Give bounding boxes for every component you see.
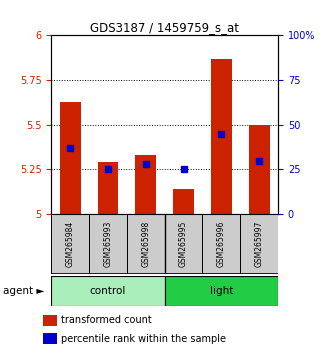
Text: control: control	[90, 286, 126, 296]
Bar	[98, 162, 118, 214]
Bar	[51, 214, 89, 274]
Bar	[89, 214, 127, 274]
Bar	[173, 189, 194, 214]
Text: light: light	[210, 286, 233, 296]
Bar	[51, 276, 165, 306]
Bar	[127, 214, 165, 274]
Bar	[165, 276, 278, 306]
Title: GDS3187 / 1459759_s_at: GDS3187 / 1459759_s_at	[90, 21, 239, 34]
Text: transformed count: transformed count	[61, 315, 152, 325]
Bar	[135, 155, 156, 214]
Bar	[249, 125, 269, 214]
Bar	[240, 214, 278, 274]
Text: GSM265996: GSM265996	[217, 221, 226, 268]
Bar	[43, 333, 57, 344]
Text: GSM265993: GSM265993	[104, 221, 113, 268]
Text: GSM265998: GSM265998	[141, 221, 150, 267]
Bar	[165, 214, 203, 274]
Bar	[211, 59, 232, 214]
Bar	[60, 102, 80, 214]
Text: GSM265984: GSM265984	[66, 221, 75, 267]
Text: percentile rank within the sample: percentile rank within the sample	[61, 334, 226, 344]
Text: agent ►: agent ►	[3, 286, 45, 296]
Text: GSM265997: GSM265997	[255, 221, 264, 268]
Text: GSM265995: GSM265995	[179, 221, 188, 268]
Bar	[43, 315, 57, 326]
Bar	[203, 214, 240, 274]
